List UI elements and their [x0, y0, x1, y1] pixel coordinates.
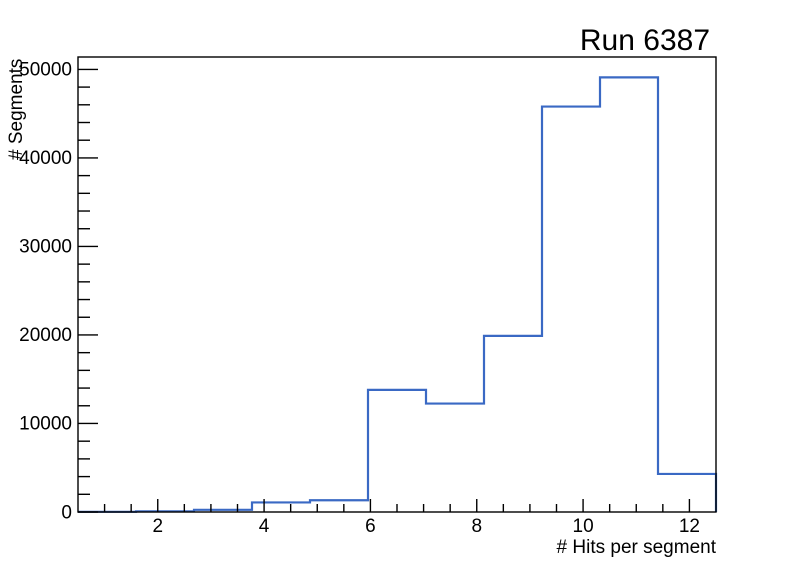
y-tick-label: 30000	[19, 237, 72, 258]
y-tick-label: 10000	[19, 414, 72, 435]
x-axis-title: # Hits per segment	[557, 537, 717, 558]
x-tick-label: 12	[679, 516, 700, 537]
chart-title: Run 6387	[580, 24, 710, 57]
y-tick-label: 20000	[19, 325, 72, 346]
y-tick-label: 40000	[19, 148, 72, 169]
y-axis-ticks	[78, 68, 98, 513]
x-axis-ticks	[103, 499, 691, 512]
y-tick-label: 0	[61, 502, 72, 523]
x-tick-label: 8	[471, 516, 482, 537]
plot-frame	[77, 56, 717, 513]
x-tick-label: 10	[573, 516, 594, 537]
x-tick-label: 4	[259, 516, 270, 537]
x-tick-label: 2	[152, 516, 163, 537]
x-tick-label: 6	[365, 516, 376, 537]
histogram-line	[78, 76, 718, 513]
y-axis-tick-labels: 0 10000 20000 30000 40000 50000	[19, 60, 72, 524]
y-tick-label: 50000	[19, 60, 72, 81]
x-axis-tick-labels: 2 4 6 8 10 12	[152, 516, 700, 537]
y-axis-title: # Segments	[6, 59, 27, 160]
axes	[77, 56, 717, 513]
